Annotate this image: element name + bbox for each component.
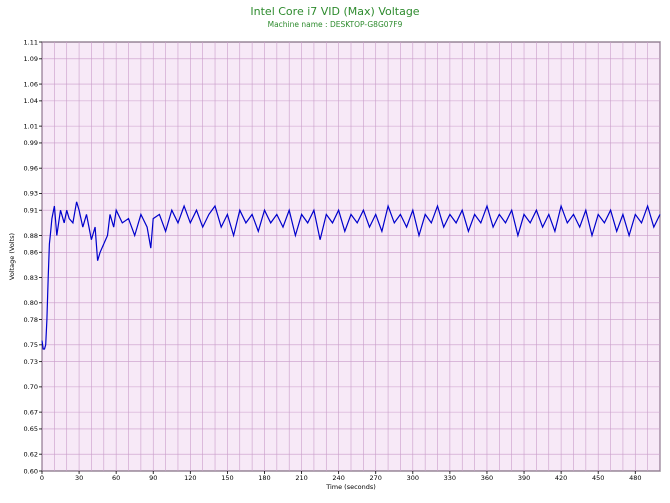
x-tick-label: 150 (221, 474, 233, 482)
y-tick-label: 0.86 (24, 249, 38, 257)
y-axis-ticks: 0.60 0.62 0.65 0.67 0.70 0.73 0.75 0.78 0.80 0.83… (24, 38, 42, 475)
x-tick-label: 240 (332, 474, 344, 482)
x-tick-label: 390 (518, 474, 530, 482)
x-tick-label: 180 (258, 474, 270, 482)
y-tick-label: 0.96 (24, 164, 38, 172)
x-tick-label: 210 (295, 474, 307, 482)
y-tick-label: 1.04 (24, 97, 38, 105)
y-tick-label: 0.83 (24, 274, 38, 282)
y-tick-label: 0.99 (24, 139, 38, 147)
series-line-vid-voltage (41, 201, 661, 350)
y-tick-label: 1.09 (24, 55, 38, 63)
chart-subtitle: Machine name : DESKTOP-G8G07F9 (267, 20, 403, 29)
chart-title: Intel Core i7 VID (Max) Voltage (250, 5, 420, 18)
y-tick-label: 0.78 (24, 316, 38, 324)
x-tick-label: 300 (407, 474, 419, 482)
x-axis-label: Time (seconds) (325, 483, 376, 491)
y-tick-label: 0.75 (24, 341, 38, 349)
y-tick-label: 0.93 (24, 190, 38, 198)
y-tick-label: 0.88 (24, 232, 38, 240)
x-tick-label: 120 (184, 474, 196, 482)
y-tick-label: 0.60 (24, 467, 38, 475)
x-tick-label: 450 (592, 474, 604, 482)
y-axis-label: Voltage (Volts) (8, 233, 16, 280)
x-tick-label: 360 (481, 474, 493, 482)
y-tick-label: 0.80 (24, 299, 38, 307)
x-axis-ticks: 0 30 60 90 120 150 180 210 240 270 300 330 360 390 420… (40, 471, 641, 482)
grid-lines (41, 41, 661, 472)
y-tick-label: 1.11 (24, 38, 38, 46)
x-tick-label: 480 (629, 474, 641, 482)
x-tick-label: 0 (40, 474, 44, 482)
x-tick-label: 30 (75, 474, 83, 482)
y-tick-label: 0.62 (24, 450, 38, 458)
y-tick-label: 1.01 (24, 122, 38, 130)
y-tick-label: 0.67 (24, 408, 38, 416)
x-tick-label: 420 (555, 474, 567, 482)
y-tick-label: 1.06 (24, 80, 38, 88)
y-tick-label: 0.65 (24, 425, 38, 433)
y-tick-label: 0.73 (24, 358, 38, 366)
x-tick-label: 270 (370, 474, 382, 482)
y-tick-label: 0.91 (24, 207, 38, 215)
y-tick-label: 0.70 (24, 383, 38, 391)
x-tick-label: 60 (112, 474, 120, 482)
x-tick-label: 330 (444, 474, 456, 482)
x-tick-label: 90 (149, 474, 157, 482)
